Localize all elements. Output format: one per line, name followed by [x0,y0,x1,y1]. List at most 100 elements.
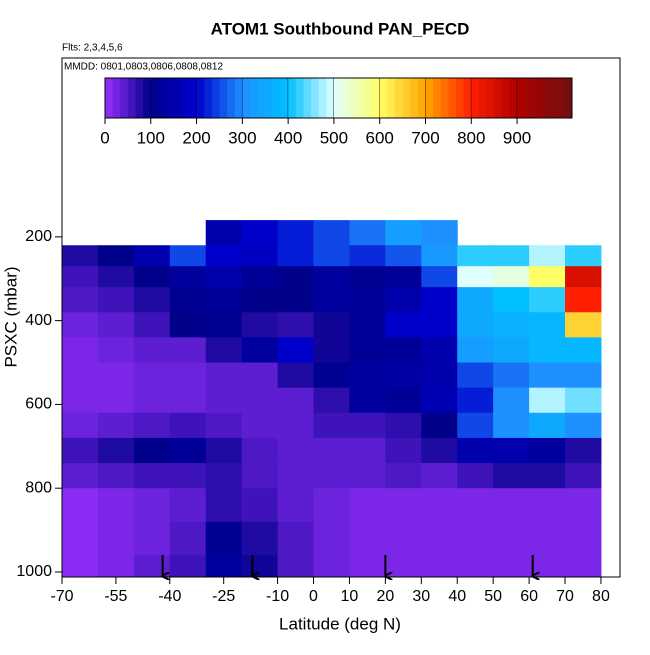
heat-cell [565,266,602,288]
heat-cell [205,266,243,288]
heat-cell [349,412,386,439]
heat-cell [457,337,494,364]
colorbar-segment [333,78,343,118]
heat-cell [277,287,315,313]
heat-cell [62,463,99,489]
heat-cell [529,412,566,439]
heat-cell [313,387,350,414]
heat-cell [277,488,315,523]
heat-cell [241,437,279,464]
heat-cell [277,220,315,246]
heat-cell [97,287,135,313]
x-tick-label: 80 [592,588,610,605]
heat-cell [62,362,99,389]
heat-cell [241,337,279,364]
heat-cell [565,412,602,439]
heat-cell [349,220,386,246]
heat-cell [457,521,494,556]
heat-cell [313,312,350,338]
x-tick-label: 0 [309,588,318,605]
heat-cell [349,437,386,464]
heat-cell [565,387,602,414]
heat-cell [493,437,530,464]
colorbar-segment [471,78,480,118]
colorbar-segment [387,78,396,118]
colorbar-tick-label: 100 [137,128,165,147]
heat-cell [169,521,207,556]
y-tick-label: 200 [25,228,52,245]
colorbar-segment [242,78,251,118]
heat-cell [62,412,99,439]
heat-cell [169,437,207,464]
colorbar-segment [234,78,243,118]
heat-cell [457,245,494,267]
colorbar-tick-label: 800 [457,128,485,147]
colorbar-segment [181,78,190,118]
heat-cell [277,412,315,439]
heat-cell [205,521,243,556]
heat-cell [277,437,315,464]
colorbar-segment [295,78,304,118]
colorbar-segment [410,78,419,118]
colorbar-segment [127,78,137,118]
heat-cell [313,337,350,364]
heat-cell [529,521,566,556]
heat-cell [349,521,386,556]
colorbar-tick-label: 900 [503,128,531,147]
heat-cell [457,437,494,464]
heat-cell [133,266,171,288]
x-tick-label: 30 [412,588,430,605]
x-tick-label: -70 [50,588,73,605]
heat-cell [205,437,243,464]
heat-cell [349,312,386,338]
heat-cell [277,387,315,414]
heat-cell [277,312,315,338]
heat-cell [97,555,135,577]
colorbar-segment [356,78,365,118]
colorbar-segment [166,78,175,118]
heat-cell [457,463,494,489]
heat-cell [385,312,422,338]
heat-cell [205,337,243,364]
heat-cell [457,362,494,389]
colorbar-segment [394,78,404,118]
heat-cell [385,337,422,364]
heat-cell [565,488,602,523]
heat-cell [313,362,350,389]
heat-cell [97,266,135,288]
colorbar-segment [433,78,442,118]
heat-cell [241,488,279,523]
heat-cell [205,555,243,577]
colorbar-segment [544,78,555,118]
colorbar-segment [196,78,205,118]
heat-cell [97,437,135,464]
heat-cell [529,463,566,489]
colorbar-segment [463,78,472,118]
heat-cell [241,412,279,439]
heat-cell [133,387,171,414]
heat-cell [385,488,422,523]
heat-cell [493,362,530,389]
heat-cell [421,555,458,577]
colorbar-segment [150,78,159,118]
heat-cell [205,488,243,523]
heat-cell [421,337,458,364]
colorbar-tick-label: 200 [182,128,210,147]
colorbar-segment [425,78,434,118]
heat-cell [457,312,494,338]
heat-cell [205,220,243,246]
subtitle: Flts: 2,3,4,5,6 [62,43,123,54]
colorbar-segment [120,78,129,118]
heat-cell [529,362,566,389]
heat-cell [385,266,422,288]
colorbar-segment [486,78,495,118]
heat-cell [313,412,350,439]
colorbar-segment [204,78,213,118]
heat-cell [97,362,135,389]
heat-cell [493,245,530,267]
heat-cell [349,488,386,523]
heat-cell [529,387,566,414]
heat-cell [313,245,350,267]
heat-cell [62,555,99,577]
heat-cell [169,362,207,389]
